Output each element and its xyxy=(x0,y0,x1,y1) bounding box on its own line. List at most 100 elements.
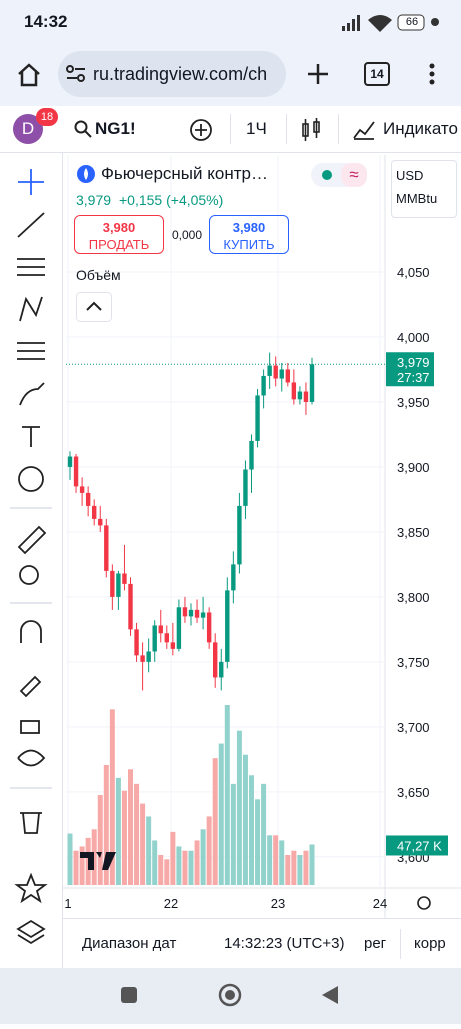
crosshair-tool[interactable] xyxy=(18,169,44,195)
candle-body xyxy=(188,609,194,617)
lock-drawing-tool[interactable] xyxy=(19,675,42,698)
ruler-tool[interactable] xyxy=(17,525,47,555)
notification-badge: 18 xyxy=(36,108,58,126)
candle-body xyxy=(219,661,224,678)
volume-bar xyxy=(236,730,242,885)
status-pill[interactable]: ≈ xyxy=(311,163,367,187)
x-tick-label: 1 xyxy=(64,896,71,911)
candle-body xyxy=(110,570,115,597)
volume-bar xyxy=(242,754,248,885)
volume-bar xyxy=(182,850,188,885)
candle-body xyxy=(164,633,169,643)
pattern-tool[interactable] xyxy=(19,296,43,322)
candle-body xyxy=(291,382,297,400)
delete-tool[interactable] xyxy=(20,812,42,834)
volume-bar xyxy=(267,835,273,885)
chart-type[interactable] xyxy=(300,118,322,142)
projection-tool[interactable] xyxy=(17,342,45,360)
chart-toolbar: D 18 NG1! 1Ч Индикато xyxy=(0,106,461,153)
recents-button[interactable] xyxy=(121,987,137,1003)
volume-bar xyxy=(200,829,206,885)
collapse-button[interactable] xyxy=(76,292,112,322)
candle-body xyxy=(261,375,266,396)
volume-bar xyxy=(206,816,212,885)
candle-body xyxy=(128,583,133,630)
volume-bar xyxy=(297,855,303,885)
nav-bar xyxy=(0,968,461,1024)
sell-button[interactable]: 3,980 ПРОДАТЬ xyxy=(74,215,164,254)
magnet-tool[interactable] xyxy=(20,620,42,643)
currency: USD xyxy=(396,168,424,183)
interval[interactable]: 1Ч xyxy=(246,119,267,138)
home-button[interactable] xyxy=(16,62,42,88)
y-tick-label: 3,900 xyxy=(397,460,430,475)
candle-body xyxy=(92,505,97,519)
x-tick-label: 22 xyxy=(164,896,178,911)
candle-body xyxy=(176,607,182,649)
drawing-tools xyxy=(0,153,63,968)
site-settings[interactable] xyxy=(66,65,86,83)
volume-bar xyxy=(212,758,218,885)
y-tick-label: 3,700 xyxy=(397,720,430,735)
symbol-logo xyxy=(77,165,95,183)
bottom-bar: Диапазон дат 14:32:23 (UTC+3) рег корр xyxy=(62,918,461,969)
hide-tool[interactable] xyxy=(17,749,46,767)
candle-body xyxy=(194,609,200,618)
svg-text:≈: ≈ xyxy=(349,165,358,184)
time-zone[interactable]: 14:32:23 (UTC+3) xyxy=(224,935,345,952)
candle-body xyxy=(249,440,254,470)
volume-bar xyxy=(218,743,224,885)
buy-label: КУПИТЬ xyxy=(223,237,275,252)
volume-bar xyxy=(255,799,261,885)
last-price-label: 3,979 xyxy=(397,355,430,370)
favorites-tool[interactable] xyxy=(14,872,48,904)
price-change: +0,155 (+4,05%) xyxy=(119,192,224,208)
icon-tool[interactable] xyxy=(18,466,44,492)
volume-bar xyxy=(121,790,127,885)
candle-body xyxy=(237,505,242,565)
candle-body xyxy=(79,486,85,493)
battery: 66 xyxy=(405,16,419,28)
menu[interactable] xyxy=(428,62,436,88)
session[interactable]: рег xyxy=(364,935,387,952)
candle-body xyxy=(140,655,145,662)
symbol[interactable]: NG1! xyxy=(95,119,136,138)
search-icon[interactable] xyxy=(74,120,92,138)
new-tab[interactable] xyxy=(306,62,330,86)
volume-bar xyxy=(140,803,146,885)
volume-bar xyxy=(176,846,182,885)
indicators-icon[interactable] xyxy=(352,118,376,140)
candle-body xyxy=(134,629,139,656)
address-bar[interactable]: ru.tradingview.com/ch xyxy=(58,51,286,97)
candle-body xyxy=(303,391,309,402)
trend-line-tool[interactable] xyxy=(17,212,45,238)
y-tick-label: 4,000 xyxy=(397,330,430,345)
volume-bar xyxy=(109,709,115,885)
home-nav[interactable] xyxy=(218,983,242,1007)
compare-button[interactable] xyxy=(189,118,213,142)
adjustment[interactable]: корр xyxy=(414,935,446,952)
tabs-button[interactable]: 14 xyxy=(364,62,390,86)
back-button[interactable] xyxy=(322,986,338,1004)
candle-body xyxy=(213,642,218,678)
y-tick-label: 4,050 xyxy=(397,265,430,280)
object-tree[interactable] xyxy=(16,919,46,945)
indicators[interactable]: Индикато xyxy=(383,119,458,138)
buy-button[interactable]: 3,980 КУПИТЬ xyxy=(209,215,289,254)
lock-tool[interactable] xyxy=(20,720,40,734)
volume-bar xyxy=(91,829,97,885)
text-tool[interactable] xyxy=(22,426,40,447)
candle-body xyxy=(225,590,230,662)
status-icons xyxy=(342,14,439,32)
candle-body xyxy=(243,469,248,506)
candle-body xyxy=(206,612,212,643)
currency-selector[interactable]: USD MMBtu xyxy=(391,160,457,218)
fib-tool[interactable] xyxy=(17,258,45,276)
y-tick-label: 3,750 xyxy=(397,655,430,670)
zoom-tool[interactable] xyxy=(19,565,39,585)
tool-icons xyxy=(10,169,52,945)
brush-tool[interactable] xyxy=(19,382,45,406)
date-range[interactable]: Диапазон дат xyxy=(82,935,177,952)
